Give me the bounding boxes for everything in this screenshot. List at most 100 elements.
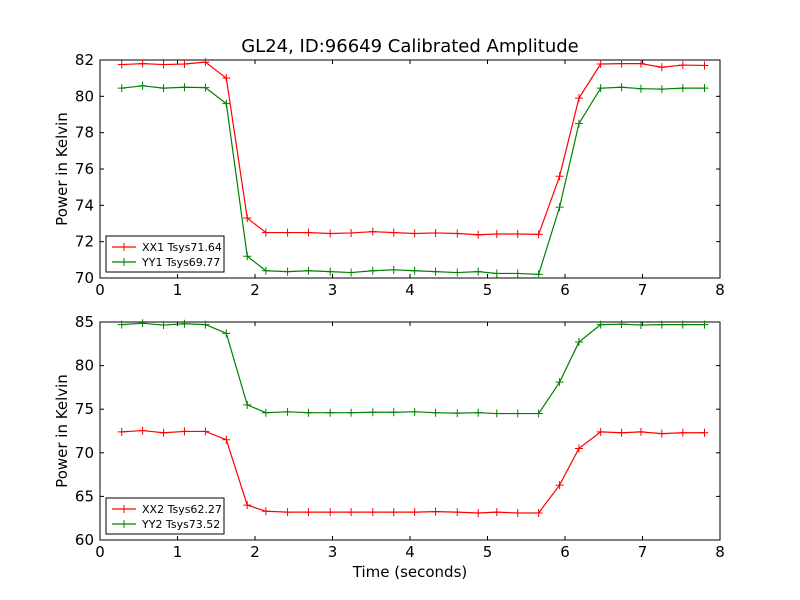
data-point [138, 59, 147, 68]
y-tick-label: 78 [75, 124, 94, 142]
data-point [243, 214, 252, 223]
data-point [201, 427, 210, 436]
data-point [261, 228, 270, 237]
data-point [389, 508, 398, 517]
data-point [304, 266, 313, 275]
data-point [180, 83, 189, 92]
y-tick-label: 80 [75, 357, 94, 375]
data-point [243, 400, 252, 409]
data-point [138, 319, 147, 328]
data-point [453, 229, 462, 238]
data-point [574, 338, 583, 347]
data-point [410, 266, 419, 275]
data-point [368, 227, 377, 236]
data-point [368, 408, 377, 417]
data-point [222, 74, 231, 83]
data-point [431, 408, 440, 417]
data-point [389, 228, 398, 237]
y-tick-label: 74 [75, 196, 94, 214]
data-point [261, 507, 270, 516]
legend-box [105, 235, 225, 273]
data-point [304, 508, 313, 517]
data-point [410, 229, 419, 238]
data-point [534, 409, 543, 418]
y-tick-label: 70 [75, 444, 94, 462]
data-point [159, 84, 168, 93]
data-point [368, 508, 377, 517]
y-tick-label: 80 [75, 87, 94, 105]
data-point [159, 60, 168, 69]
data-point [513, 230, 522, 239]
data-point [657, 63, 666, 72]
data-point [431, 228, 440, 237]
data-point [596, 320, 605, 329]
chart-title: GL24, ID:96649 Calibrated Amplitude [241, 36, 579, 57]
data-point [138, 426, 147, 435]
data-point [347, 228, 356, 237]
data-point [304, 408, 313, 417]
data-point [700, 320, 709, 329]
data-point [700, 428, 709, 437]
data-point [617, 428, 626, 437]
y-tick-label: 65 [75, 487, 94, 505]
data-point [180, 59, 189, 68]
x-tick-label: 1 [173, 281, 183, 299]
data-point [453, 508, 462, 517]
y-tick-label: 76 [75, 160, 94, 178]
data-point [700, 84, 709, 93]
x-tick-label: 7 [638, 281, 648, 299]
data-point [453, 409, 462, 418]
data-point [117, 84, 126, 93]
data-point [222, 435, 231, 444]
x-axis-label: Time (seconds) [352, 563, 468, 581]
y-axis-label: Power in Kelvin [53, 374, 71, 488]
x-tick-label: 0 [95, 281, 105, 299]
x-tick-label: 3 [328, 543, 338, 561]
data-point [261, 408, 270, 417]
x-tick-label: 8 [715, 281, 725, 299]
y-tick-label: 60 [75, 531, 94, 549]
data-point [474, 230, 483, 239]
x-tick-label: 5 [483, 543, 493, 561]
y-tick-label: 70 [75, 269, 94, 287]
x-tick-label: 2 [250, 281, 260, 299]
data-point [492, 409, 501, 418]
data-point [513, 269, 522, 278]
data-point [201, 58, 210, 67]
data-point [474, 267, 483, 276]
data-point [201, 83, 210, 92]
data-point [617, 320, 626, 329]
legend-entry: XX1 Tsys71.64 [142, 241, 222, 254]
data-point [636, 321, 645, 330]
legend-entry: YY2 Tsys73.52 [141, 518, 220, 531]
legend-entry: XX2 Tsys62.27 [142, 503, 222, 516]
data-point [700, 61, 709, 70]
data-point [657, 320, 666, 329]
data-point [574, 94, 583, 103]
data-point [617, 59, 626, 68]
data-point [474, 408, 483, 417]
data-point [117, 427, 126, 436]
data-point [389, 265, 398, 274]
data-point [222, 99, 231, 108]
data-point [347, 508, 356, 517]
legend-entry: YY1 Tsys69.77 [141, 256, 220, 269]
legend-marker [120, 258, 128, 266]
data-point [261, 266, 270, 275]
data-point [347, 408, 356, 417]
data-point [326, 267, 335, 276]
data-point [283, 228, 292, 237]
x-tick-label: 4 [405, 543, 415, 561]
data-point [431, 267, 440, 276]
data-point [555, 378, 564, 387]
data-point [636, 427, 645, 436]
x-tick-label: 6 [560, 281, 570, 299]
x-tick-label: 1 [173, 543, 183, 561]
data-point [474, 508, 483, 517]
data-point [326, 229, 335, 238]
y-axis-label: Power in Kelvin [53, 112, 71, 226]
data-point [389, 408, 398, 417]
data-point [283, 267, 292, 276]
data-point [410, 407, 419, 416]
